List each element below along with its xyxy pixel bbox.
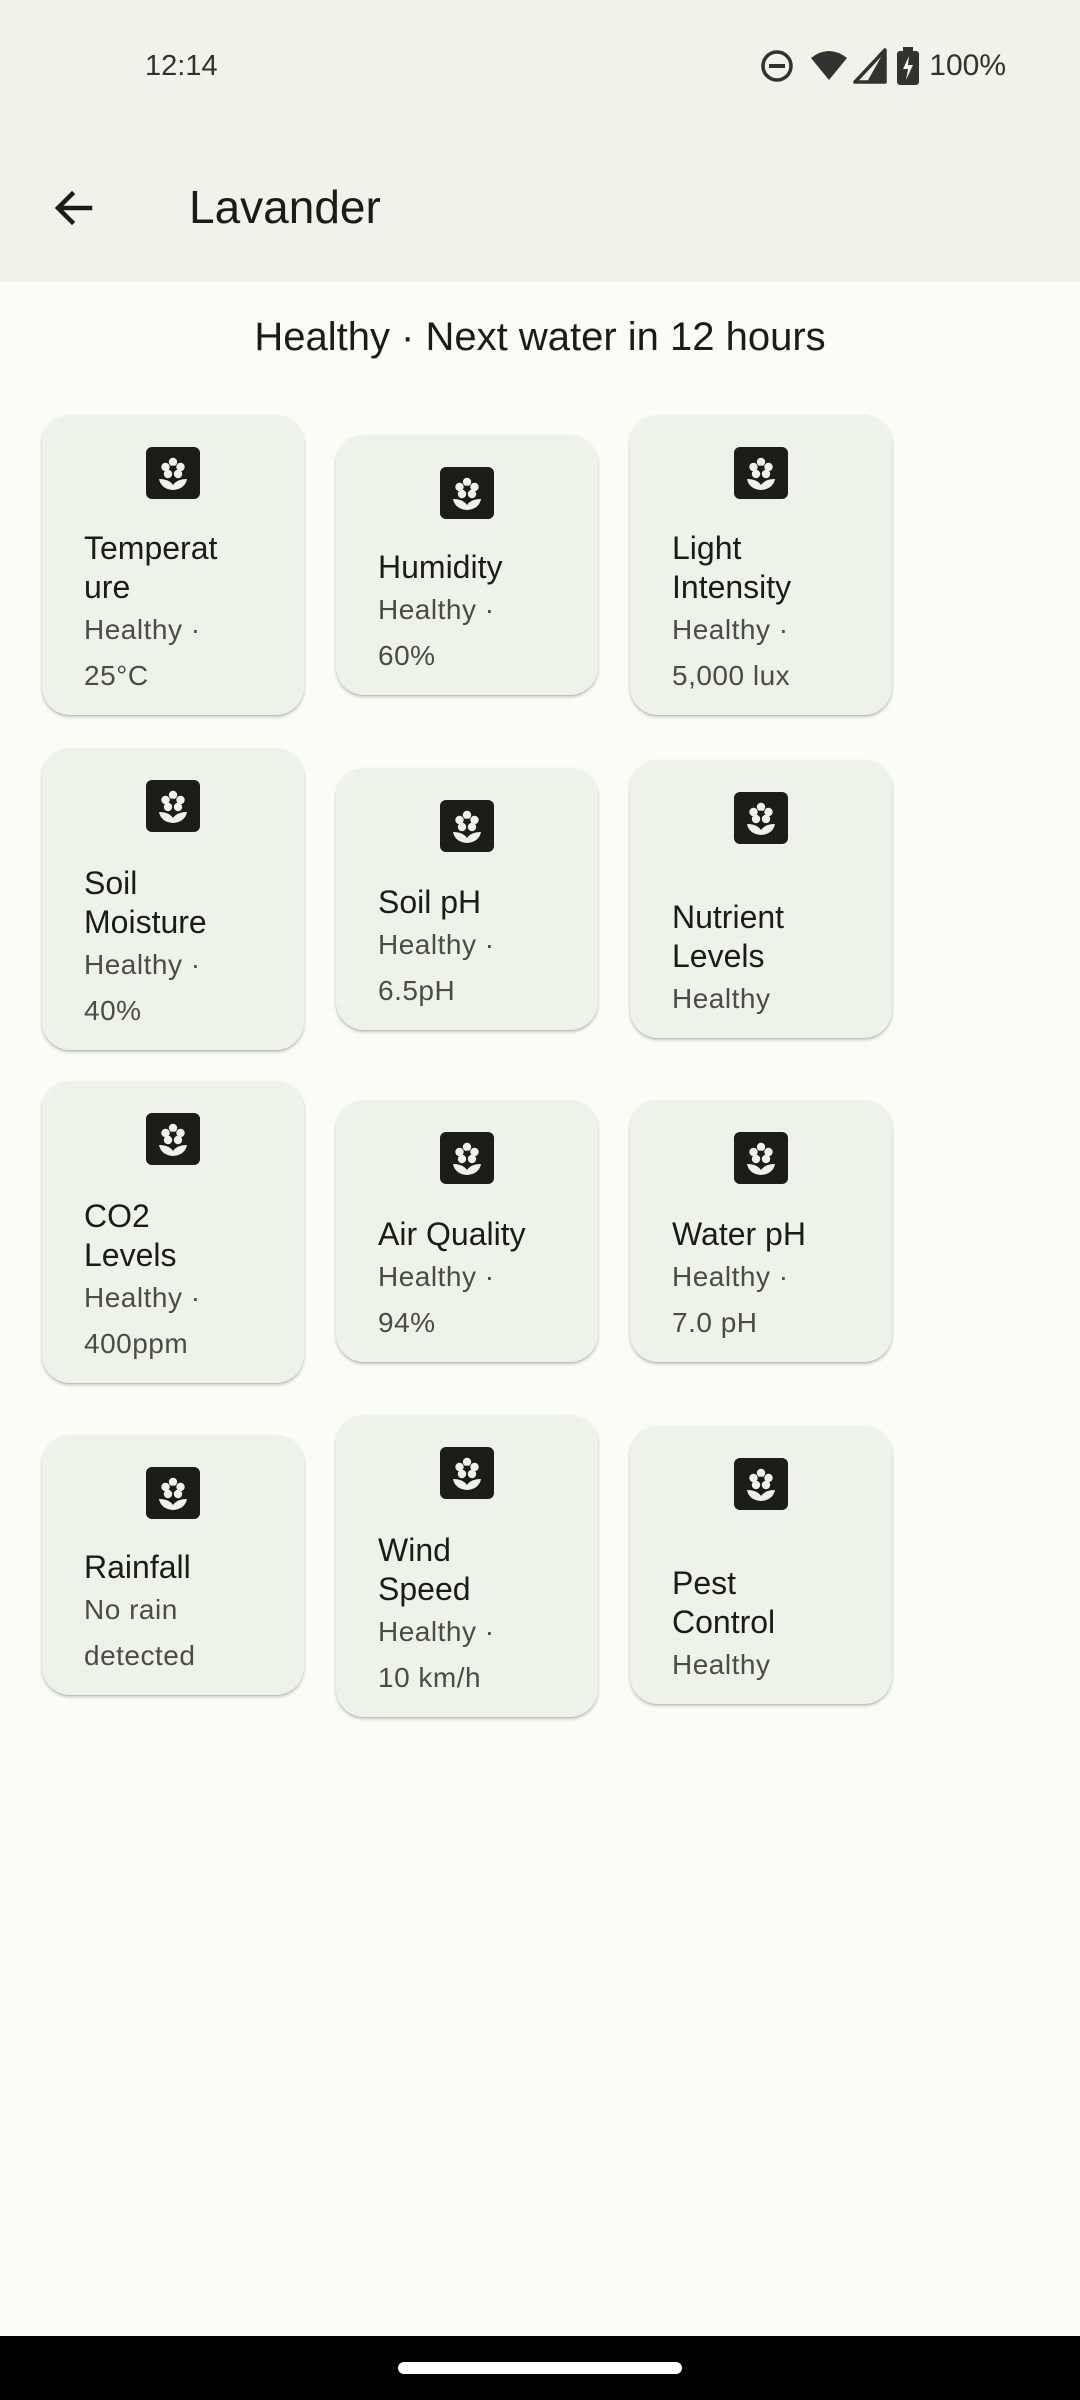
sensor-card-status: No rain detected (84, 1594, 196, 1671)
battery-charging-icon (897, 47, 920, 85)
sensor-card[interactable]: Soil Moisture Healthy · 40% (42, 748, 304, 1050)
do-not-disturb-icon (759, 48, 795, 84)
sensor-card-status: Healthy · 10 km/h (378, 1616, 495, 1693)
sensor-card[interactable]: Nutrient Levels Healthy (630, 760, 892, 1038)
sensor-card-text: Humidity Healthy · 60% (378, 548, 580, 679)
sensor-card[interactable]: Humidity Healthy · 60% (336, 435, 598, 695)
sensor-card-text: Water pH Healthy · 7.0 pH (672, 1215, 874, 1346)
arrow-back-icon (54, 190, 93, 226)
flower-icon (734, 447, 788, 499)
flower-icon (440, 1447, 494, 1499)
sensor-card-title: CO2 Levels (84, 1198, 177, 1273)
sensor-card[interactable]: CO2 Levels Healthy · 400ppm (42, 1081, 304, 1383)
sensor-card-status: Healthy · 40% (84, 949, 201, 1026)
flower-icon (440, 1132, 494, 1184)
sensor-card-status: Healthy · 25°C (84, 614, 201, 691)
sensor-card[interactable]: Rainfall No rain detected (42, 1435, 304, 1695)
flower-icon (146, 1467, 200, 1519)
sensor-card[interactable]: Air Quality Healthy · 94% (336, 1100, 598, 1362)
flower-icon (146, 780, 200, 832)
sensor-card-status: Healthy (672, 1649, 771, 1680)
sensor-card-title: Wind Speed (378, 1532, 471, 1607)
sensor-card[interactable]: Wind Speed Healthy · 10 km/h (336, 1415, 598, 1717)
sensor-card-text: Pest Control Healthy (672, 1564, 874, 1688)
sensor-card-status: Healthy (672, 983, 771, 1014)
cellular-signal-icon (853, 48, 888, 84)
top-app-bar: 12:14 100% Lavander (0, 0, 1080, 282)
plant-summary: Healthy · Next water in 12 hours (254, 315, 826, 359)
sensor-card-title: Water pH (672, 1216, 806, 1252)
sensor-card-text: Rainfall No rain detected (84, 1548, 286, 1679)
sensor-card-status: Healthy · 7.0 pH (672, 1261, 789, 1338)
sensor-card[interactable]: Temperat ure Healthy · 25°C (42, 415, 304, 715)
sensor-card-text: Air Quality Healthy · 94% (378, 1215, 580, 1346)
sensor-card-status: Healthy · 94% (378, 1261, 495, 1338)
sensor-card-text: Nutrient Levels Healthy (672, 898, 874, 1022)
status-time: 12:14 (145, 50, 218, 82)
sensor-card-title: Light Intensity (672, 530, 792, 605)
flower-icon (734, 1458, 788, 1510)
sensor-card-status: Healthy · 400ppm (84, 1282, 201, 1359)
page-title: Lavander (189, 181, 381, 233)
status-icons: 100% (759, 46, 1006, 86)
sensor-card[interactable]: Soil pH Healthy · 6.5pH (336, 768, 598, 1030)
sensor-card-text: Wind Speed Healthy · 10 km/h (378, 1531, 580, 1701)
sensor-card-text: Soil pH Healthy · 6.5pH (378, 883, 580, 1014)
sensor-card-title: Rainfall (84, 1549, 191, 1585)
sensor-card-status: Healthy · 5,000 lux (672, 614, 791, 691)
flower-icon (734, 792, 788, 844)
flower-icon (734, 1132, 788, 1184)
sensor-card-text: Temperat ure Healthy · 25°C (84, 529, 286, 699)
sensor-card-title: Soil Moisture (84, 865, 207, 940)
flower-icon (440, 467, 494, 519)
sensor-card-status: Healthy · 6.5pH (378, 929, 495, 1006)
gesture-handle[interactable] (398, 2362, 682, 2374)
sensor-card-text: Light Intensity Healthy · 5,000 lux (672, 529, 874, 699)
sensor-card-title: Humidity (378, 549, 503, 585)
battery-percentage: 100% (929, 49, 1006, 82)
sensor-card[interactable]: Water pH Healthy · 7.0 pH (630, 1100, 892, 1362)
sensor-card-title: Air Quality (378, 1216, 526, 1252)
sensor-card-text: Soil Moisture Healthy · 40% (84, 864, 286, 1034)
sensor-card-title: Pest Control (672, 1565, 776, 1640)
sensor-card-title: Nutrient Levels (672, 899, 785, 974)
flower-icon (440, 800, 494, 852)
sensor-card-text: CO2 Levels Healthy · 400ppm (84, 1197, 286, 1367)
flower-icon (146, 1113, 200, 1165)
sensor-card[interactable]: Light Intensity Healthy · 5,000 lux (630, 415, 892, 715)
wifi-icon (809, 48, 849, 84)
flower-icon (146, 447, 200, 499)
back-button[interactable] (36, 170, 112, 246)
sensor-card-status: Healthy · 60% (378, 594, 495, 671)
sensor-card-title: Temperat ure (84, 530, 218, 605)
sensor-card-title: Soil pH (378, 884, 482, 920)
sensor-card[interactable]: Pest Control Healthy (630, 1426, 892, 1704)
